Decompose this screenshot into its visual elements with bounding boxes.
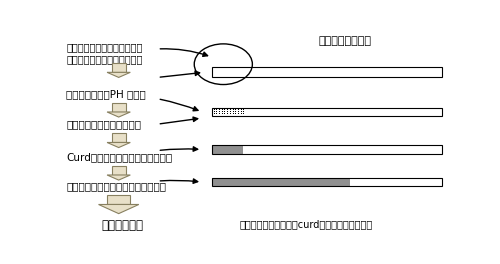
Bar	[112, 166, 126, 175]
Text: 栄養剤のタンパク質の変性: 栄養剤のタンパク質の変性	[66, 119, 142, 129]
Bar	[350, 178, 442, 186]
Polygon shape	[107, 112, 130, 117]
Text: チューブの上流へのカード化の進行: チューブの上流へのカード化の進行	[66, 181, 166, 191]
Polygon shape	[107, 143, 130, 148]
Bar	[107, 195, 130, 204]
Bar	[212, 178, 350, 186]
Bar	[212, 145, 442, 154]
Bar	[243, 145, 442, 154]
Bar	[112, 133, 126, 143]
Text: チューブ閉塞: チューブ閉塞	[101, 219, 144, 232]
Polygon shape	[107, 72, 130, 77]
Text: 消化態、成分栄養剤はcurd化現象がおきません: 消化態、成分栄養剤はcurd化現象がおきません	[240, 219, 373, 229]
Bar	[212, 145, 243, 154]
Bar	[212, 178, 442, 186]
Text: Curd化（ヨーグルト化、固形化）: Curd化（ヨーグルト化、固形化）	[66, 152, 172, 162]
Bar	[112, 63, 126, 72]
Bar	[212, 108, 442, 116]
Text: 細菌増殖によるPH の低下: 細菌増殖によるPH の低下	[66, 89, 146, 99]
Text: 経腸栄養チューブ: 経腸栄養チューブ	[319, 36, 372, 46]
Polygon shape	[107, 175, 130, 180]
Bar	[212, 67, 442, 77]
Polygon shape	[98, 204, 139, 214]
Text: 経腸栄養チューブ先端部での
腸内細菌による栄養剤の汚染: 経腸栄養チューブ先端部での 腸内細菌による栄養剤の汚染	[66, 42, 143, 64]
Bar	[112, 103, 126, 112]
